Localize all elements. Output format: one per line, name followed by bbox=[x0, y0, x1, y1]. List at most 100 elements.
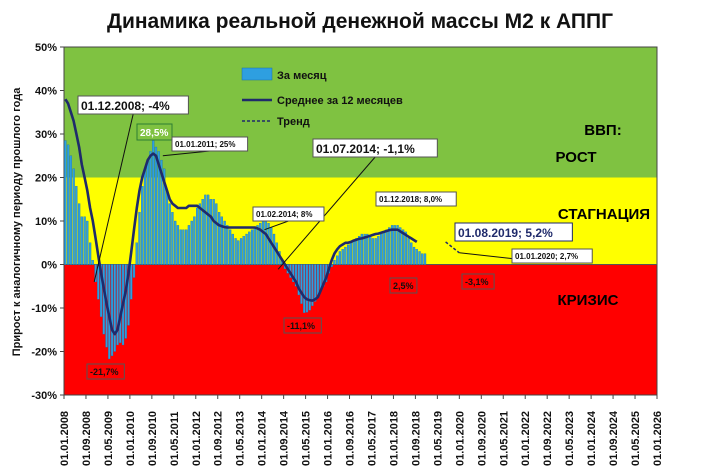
bar-monthly bbox=[124, 264, 127, 339]
bar-monthly bbox=[237, 240, 240, 265]
y-tick-label: 50% bbox=[35, 42, 57, 54]
bar-monthly bbox=[297, 264, 300, 296]
bar-monthly bbox=[182, 229, 185, 265]
bar-monthly bbox=[360, 233, 364, 265]
bar-monthly bbox=[374, 238, 377, 265]
y-tick-label: 40% bbox=[35, 86, 57, 98]
x-tick-label: 01.01.2016 bbox=[323, 411, 335, 466]
x-tick-label: 01.01.2020 bbox=[454, 411, 466, 466]
annotation-box bbox=[136, 123, 173, 141]
bar-monthly bbox=[250, 229, 254, 265]
bar-monthly bbox=[292, 264, 295, 283]
bar-monthly bbox=[305, 264, 309, 313]
bar-monthly bbox=[113, 264, 116, 352]
bar-monthly bbox=[198, 203, 202, 265]
bar-monthly bbox=[146, 159, 149, 265]
bar-monthly bbox=[187, 225, 191, 265]
annotation-box bbox=[375, 191, 457, 207]
x-tick-label: 01.09.2018 bbox=[410, 411, 422, 466]
y-axis-label: Прирост к аналогичному периоду прошлого … bbox=[11, 87, 23, 356]
zone-label-crisis: КРИЗИС bbox=[558, 292, 619, 309]
bar-monthly bbox=[314, 264, 317, 302]
chart-title: Динамика реальной денежной массы М2 к АП… bbox=[107, 10, 613, 33]
annotation-label: -3,1% bbox=[465, 277, 489, 287]
bar-monthly bbox=[152, 140, 155, 265]
bar-monthly bbox=[401, 229, 405, 265]
annotation-box bbox=[511, 248, 593, 264]
bar-monthly bbox=[366, 233, 369, 265]
annotation-label: 01.01.2011; 25% bbox=[175, 140, 236, 149]
annotation-leader-line bbox=[277, 156, 376, 270]
x-tick-label: 01.09.2014 bbox=[279, 410, 291, 466]
bar-monthly bbox=[396, 225, 399, 265]
zone-band-0 bbox=[64, 264, 657, 395]
bar-monthly bbox=[352, 240, 355, 265]
annotation-label: -21,7% bbox=[90, 367, 119, 377]
bar-monthly bbox=[160, 159, 163, 265]
bar-monthly bbox=[149, 151, 152, 265]
bar-monthly bbox=[261, 220, 265, 265]
annotation-box bbox=[312, 138, 438, 158]
bar-monthly bbox=[66, 144, 70, 265]
bar-monthly bbox=[390, 225, 394, 265]
bar-monthly bbox=[69, 155, 73, 265]
x-tick-label: 01.01.2012 bbox=[191, 411, 203, 466]
bar-monthly bbox=[333, 259, 336, 265]
bar-monthly bbox=[253, 227, 256, 265]
bar-monthly bbox=[311, 264, 314, 306]
bar-monthly bbox=[264, 218, 267, 265]
bar-monthly bbox=[154, 146, 158, 265]
bar-monthly bbox=[410, 242, 413, 265]
bar-monthly bbox=[267, 223, 270, 265]
annotation-label: 01.02.2014; 8% bbox=[256, 210, 313, 219]
bar-monthly bbox=[336, 255, 339, 265]
bar-monthly bbox=[110, 264, 114, 356]
bar-monthly bbox=[388, 227, 391, 265]
annotation-box bbox=[171, 136, 249, 152]
bar-monthly bbox=[412, 246, 416, 265]
bar-monthly bbox=[163, 168, 166, 265]
x-tick-label: 01.05.2021 bbox=[498, 411, 510, 466]
bar-monthly bbox=[215, 203, 218, 265]
bar-monthly bbox=[196, 207, 199, 265]
bar-monthly bbox=[97, 264, 100, 300]
bar-monthly bbox=[168, 203, 171, 265]
annotation-label: 01.08.2019; 5,2% bbox=[458, 226, 553, 240]
bar-monthly bbox=[256, 225, 259, 265]
bar-monthly bbox=[399, 227, 402, 265]
bar-monthly bbox=[385, 229, 388, 265]
bar-monthly bbox=[193, 216, 196, 265]
bar-monthly bbox=[135, 242, 138, 265]
x-tick-label: 01.09.2010 bbox=[147, 411, 159, 466]
bar-monthly bbox=[212, 199, 215, 265]
annotation-box bbox=[77, 95, 189, 115]
bar-monthly bbox=[77, 203, 81, 265]
zone-label-gdp: ВВП: bbox=[584, 122, 621, 139]
y-tick-label: 20% bbox=[35, 173, 57, 185]
bar-monthly bbox=[157, 151, 160, 265]
legend-swatch-bar bbox=[241, 67, 273, 81]
y-tick-label: 10% bbox=[35, 216, 57, 228]
bar-monthly bbox=[72, 168, 75, 265]
annotation-label: 28,5% bbox=[140, 128, 168, 139]
x-tick-label: 01.01.2008 bbox=[59, 411, 71, 466]
annotation-label: -11,1% bbox=[287, 321, 315, 331]
bar-monthly bbox=[242, 236, 245, 265]
bar-monthly bbox=[379, 233, 383, 265]
x-tick-label: 01.05.2011 bbox=[169, 412, 181, 466]
bar-monthly bbox=[116, 264, 119, 346]
bar-monthly bbox=[421, 253, 424, 265]
bar-monthly bbox=[308, 264, 311, 311]
zone-label-growth: РОСТ bbox=[555, 149, 596, 166]
bar-monthly bbox=[99, 264, 103, 317]
annotation-box bbox=[389, 277, 418, 294]
bar-monthly bbox=[132, 264, 136, 278]
bar-monthly bbox=[174, 220, 177, 265]
bar-monthly bbox=[86, 220, 89, 265]
bar-monthly bbox=[179, 229, 182, 265]
bar-monthly bbox=[338, 251, 342, 265]
bar-monthly bbox=[316, 264, 320, 296]
bar-monthly bbox=[88, 242, 92, 265]
